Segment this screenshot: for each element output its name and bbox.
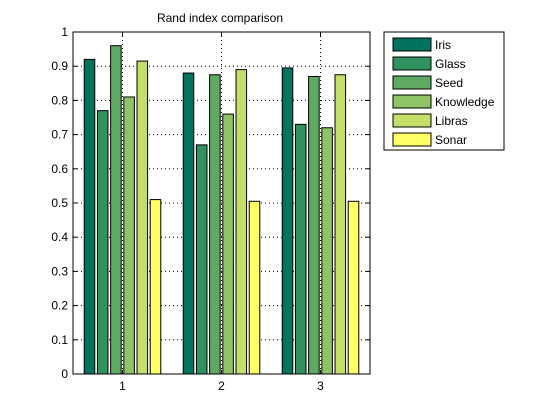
axis-ticks: 0 0.1 0.2 0.3 0.4 0.5 0.6 0.7 0.8 0.9 1 1 2 3: [51, 25, 370, 393]
legend-label-seed: Seed: [435, 76, 463, 90]
bar-glass-3: [294, 123, 307, 375]
bar-libras-1: [136, 60, 149, 375]
legend-label-knowledge: Knowledge: [435, 95, 495, 109]
bar-glass-1: [96, 110, 109, 375]
y-tick-label: 1: [61, 25, 68, 39]
y-tick-label: 0.2: [51, 299, 68, 313]
x-tick-label: 3: [317, 379, 324, 393]
y-tick-label: 0.6: [51, 162, 68, 176]
bar-libras-3: [334, 74, 347, 375]
bar-iris-1: [83, 58, 96, 375]
bar-iris-2: [182, 72, 195, 375]
y-tick-label: 0: [61, 367, 68, 381]
legend-swatch-iris: [392, 37, 432, 52]
bar-sonar-3: [347, 200, 360, 375]
bar-glass-2: [195, 144, 208, 375]
grid-lines: [73, 32, 370, 374]
bar-seed-2: [209, 74, 221, 375]
y-tick-label: 0.9: [51, 59, 68, 73]
y-tick-label: 0.1: [51, 333, 68, 347]
legend-swatch-sonar: [392, 132, 432, 147]
y-tick-label: 0.7: [51, 128, 68, 142]
y-tick-label: 0.8: [51, 93, 68, 107]
legend: Iris Glass Seed Knowledge Libras Sonar: [383, 31, 505, 151]
x-tick-label: 1: [119, 379, 126, 393]
bar-sonar-2: [248, 200, 261, 375]
chart-title: Rand index comparison: [157, 11, 283, 25]
x-tick-label: 2: [218, 379, 225, 393]
bar-libras-2: [235, 69, 248, 375]
legend-box: [383, 31, 505, 151]
y-tick-label: 0.4: [51, 230, 68, 244]
legend-swatch-seed: [392, 75, 432, 90]
legend-swatch-glass: [392, 56, 432, 71]
legend-label-glass: Glass: [435, 57, 466, 71]
bar-knowledge-3: [321, 127, 333, 375]
legend-swatch-knowledge: [392, 94, 432, 109]
legend-label-libras: Libras: [435, 114, 468, 128]
bar-iris-3: [281, 67, 294, 375]
bar-knowledge-1: [123, 96, 135, 375]
bar-knowledge-2: [222, 113, 234, 375]
legend-label-sonar: Sonar: [435, 133, 467, 147]
y-tick-label: 0.5: [51, 196, 68, 210]
bar-sonar-1: [149, 199, 162, 375]
bar-seed-3: [308, 75, 320, 375]
legend-label-iris: Iris: [435, 38, 451, 52]
y-tick-label: 0.3: [51, 264, 68, 278]
legend-swatch-libras: [392, 113, 432, 128]
bar-seed-1: [110, 45, 122, 375]
